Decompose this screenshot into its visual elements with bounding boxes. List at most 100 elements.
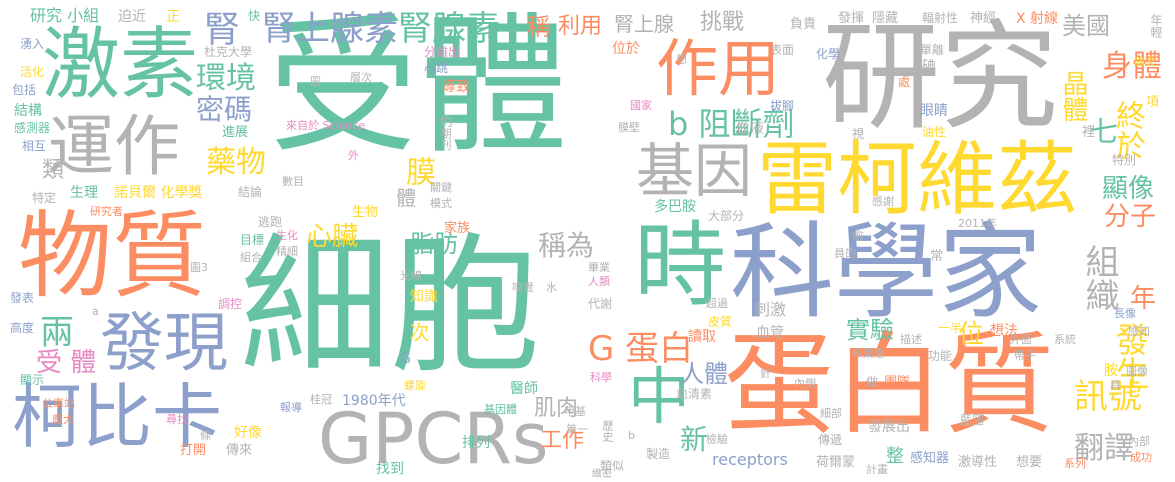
word-guojia: 國家	[630, 99, 652, 112]
word-lishi: 歷史	[601, 420, 614, 442]
word-shengwu: 生物	[352, 205, 379, 220]
word-gongneng: 功能	[928, 349, 953, 363]
word-youxing: 油性	[922, 125, 947, 139]
word-zhangxiang: 長像	[1114, 307, 1136, 320]
word-jianyan: 檢驗	[706, 433, 728, 446]
word-shui: 水	[546, 281, 557, 294]
word-chenggong: 成功	[1130, 451, 1152, 464]
word-tiao: 條	[200, 429, 211, 442]
word-neibu: 內部	[1128, 435, 1150, 448]
word-xin: 新	[680, 423, 709, 456]
word-leikeweizi: 雷柯維茲	[757, 133, 1077, 226]
word-daizi: 帶子	[1014, 349, 1036, 362]
word-tu: 圖	[310, 75, 321, 88]
word-teding: 特定	[32, 191, 57, 205]
word-xitong: 系統	[1054, 333, 1076, 346]
word-mubiao: 目標	[240, 233, 265, 247]
word-receptors: receptors	[712, 450, 788, 469]
word-ci: 次	[406, 322, 430, 342]
word-xueye: 血液	[736, 121, 764, 137]
word-gongchezhan: 公車站	[42, 397, 75, 410]
word-shumu: 數目	[282, 175, 304, 188]
word-zhong: 中	[628, 360, 691, 433]
word-chuandi: 傳遞	[818, 433, 843, 447]
word-jirou: 肌肉	[534, 396, 579, 421]
word-kexuejia: 科學家	[730, 211, 1043, 333]
word-lei: 類	[42, 158, 65, 183]
word-zheng2: 整	[886, 446, 904, 467]
word-yongru: 湧入	[20, 37, 45, 51]
word-li: 裡	[1082, 125, 1096, 140]
word-haoxiang: 好像	[234, 425, 262, 441]
word-tuxiang: 圖像	[1126, 365, 1148, 378]
word-xunzhao: 尋找	[166, 413, 188, 426]
word-shenghua: 生化	[276, 229, 298, 242]
word-fuze: 負責	[790, 17, 817, 32]
word-shengli: 生理	[70, 185, 98, 201]
word-tuandui: 團隊	[884, 375, 911, 390]
word-tiaokong: 調控	[218, 297, 243, 311]
word-chang: 常	[930, 249, 944, 264]
word-zuoyong: 作用	[656, 32, 781, 105]
word-jidaoxing: 激導性	[958, 455, 998, 470]
word-tebie: 特別	[1112, 153, 1137, 167]
word-yanjiu: 研究	[822, 8, 1059, 146]
word-g: G	[400, 351, 411, 367]
word-bajiao: 拔腳	[770, 99, 795, 113]
word-ganceqi: 感測器	[14, 121, 51, 135]
word-lunwen: 論文	[1134, 55, 1156, 68]
word-miaoshu: 描述	[900, 333, 922, 346]
word-baodao: 報導	[280, 401, 302, 414]
word-pangda: 龐大	[52, 413, 74, 426]
word-jiaji: 甲基	[564, 405, 586, 418]
word-shouti: 受體	[268, 0, 569, 174]
word-renlei: 人類	[588, 275, 610, 288]
word-shenshangxian: 腎上腺	[614, 12, 674, 36]
word-yishi: 醫師	[510, 381, 538, 397]
word-zhishi: 知識	[410, 289, 438, 305]
word-ju: 具	[1110, 379, 1121, 392]
word-danli: 單離	[920, 43, 945, 57]
word-danbaizhi: 蛋白質	[724, 321, 1054, 449]
word-tiaozhan: 挑戰	[700, 10, 745, 35]
word-b-small: b	[628, 429, 635, 442]
word-chengwei: 稱為	[538, 229, 595, 262]
word-kebika: 柯比卡	[12, 376, 222, 458]
word-meiguo: 美國	[1062, 12, 1110, 40]
word-dabufen: 大部分	[708, 209, 745, 223]
word-bulaien: 布萊恩	[852, 347, 885, 360]
word-wei: 位	[958, 320, 985, 350]
word-jihua: 計畫	[866, 463, 888, 476]
word-yue: 約	[440, 115, 454, 130]
word-luoxuan: 螺旋	[404, 379, 426, 392]
word-moshi: 模式	[430, 197, 452, 210]
word-fabiao: 發表	[10, 291, 35, 305]
word-mo: 膜	[400, 156, 435, 186]
word-shi2: 視	[852, 127, 865, 141]
word-leisi: 類似	[600, 459, 625, 473]
word-x-shexian: X 射線	[1016, 11, 1059, 27]
word-qikan: 期刊	[439, 128, 452, 150]
word-shenshangxiansu: 腎上腺素	[262, 9, 398, 49]
word-wai: 外	[348, 149, 359, 162]
word-science: 來自於 Science	[286, 119, 366, 132]
word-xintiao: 心跳	[424, 61, 449, 75]
word-weiyu: 位於	[612, 41, 640, 57]
word-qi: 七	[1090, 115, 1119, 148]
word-zhaodao: 找到	[376, 461, 404, 477]
word-heermeng: 荷爾蒙	[816, 455, 856, 470]
word-kexue: 科學	[590, 371, 612, 384]
word-chu: 處	[898, 75, 911, 89]
word-fahui: 發揮	[838, 11, 865, 26]
word-zuo: 做	[866, 375, 879, 389]
word-nian: 年	[1130, 284, 1157, 314]
word-yincang: 隱藏	[872, 11, 899, 26]
word-xianghu: 相互	[22, 139, 47, 153]
word-fenlichu: 分離出	[424, 45, 461, 59]
word-faxian: 發現	[100, 307, 228, 381]
word-gaodu: 高度	[10, 321, 35, 335]
word-liyong: 利用	[558, 14, 603, 39]
word-jingti: 晶體	[1058, 70, 1088, 122]
word-jiazu: 家族	[444, 221, 471, 236]
word-b-zuduanji: b 阻斷劑	[668, 105, 795, 143]
